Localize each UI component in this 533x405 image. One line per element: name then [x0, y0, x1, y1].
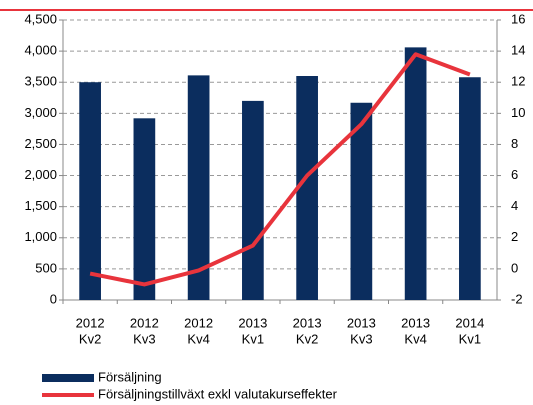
- x-tick-label: Kv3: [350, 331, 372, 346]
- x-tick-label: Kv4: [187, 331, 209, 346]
- x-tick-label: 2013: [238, 315, 267, 330]
- x-tick-label: Kv1: [242, 331, 264, 346]
- y2-tick-label: 6: [511, 167, 518, 182]
- y-tick-label: 500: [35, 260, 57, 275]
- x-tick-label: 2012: [76, 315, 105, 330]
- y-tick-label: 0: [50, 291, 57, 306]
- x-tick-label: 2012: [184, 315, 213, 330]
- y2-tick-label: 16: [511, 11, 525, 26]
- line: [89, 52, 471, 287]
- x-tick-label: 2012: [130, 315, 159, 330]
- x-tick-label: Kv4: [404, 331, 426, 346]
- y-tick-label: 2,000: [24, 167, 57, 182]
- y2-tick-label: 12: [511, 74, 525, 89]
- y-tick-label: 4,500: [24, 11, 57, 26]
- legend-label: Försäljning: [98, 369, 162, 384]
- bar: [187, 75, 210, 300]
- x-tick-label: 2013: [347, 315, 376, 330]
- y2-tick-label: 10: [511, 105, 525, 120]
- y2-tick-label: 0: [511, 260, 518, 275]
- y-tick-label: 1,500: [24, 198, 57, 213]
- y2-tick-label: 4: [511, 198, 518, 213]
- y-tick-label: 4,000: [24, 43, 57, 58]
- bar: [242, 100, 264, 300]
- y2-tick-label: -2: [511, 291, 523, 306]
- x-tick-label: 2014: [455, 315, 484, 330]
- y-tick-label: 3,500: [24, 74, 57, 89]
- x-tick-label: Kv3: [133, 331, 155, 346]
- x-tick-label: 2013: [293, 315, 322, 330]
- x-tick-label: Kv2: [296, 331, 318, 346]
- bar: [296, 76, 318, 300]
- bar: [133, 118, 156, 300]
- y-tick-label: 3,000: [24, 105, 57, 120]
- y-tick-label: 1,000: [24, 229, 57, 244]
- y2-tick-label: 14: [511, 43, 525, 58]
- legend-label: Försäljningstillväxt exkl valutakurseffe…: [98, 386, 338, 401]
- x-tick-label: Kv1: [459, 331, 481, 346]
- y2-tick-label: 8: [511, 136, 518, 151]
- x-tick-label: Kv2: [79, 331, 101, 346]
- bar: [459, 77, 481, 300]
- bar: [79, 82, 101, 300]
- x-tick-label: 2013: [401, 315, 430, 330]
- y-tick-label: 2,500: [24, 136, 57, 151]
- y2-tick-label: 2: [511, 229, 518, 244]
- bar: [350, 102, 373, 300]
- legend-swatch: [42, 374, 94, 382]
- bar: [404, 47, 427, 300]
